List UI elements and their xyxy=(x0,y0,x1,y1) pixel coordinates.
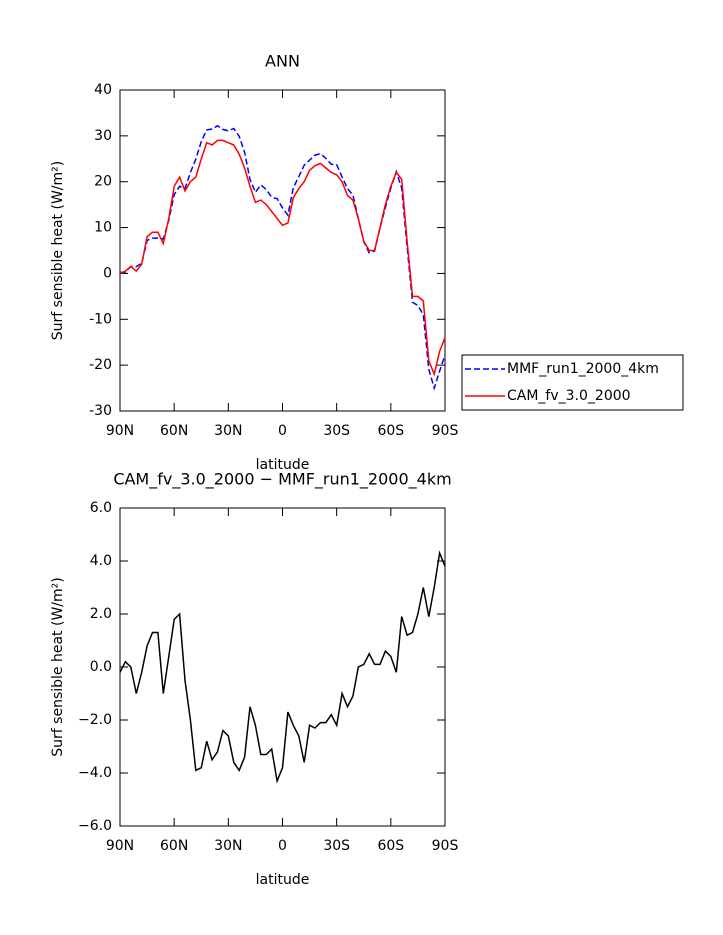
x-tick-label: 60N xyxy=(160,838,188,854)
x-tick-label: 90N xyxy=(106,838,134,854)
x-tick-label: 30N xyxy=(214,423,242,439)
series-line xyxy=(119,139,446,377)
x-tick-label: 60S xyxy=(377,423,404,439)
y-tick-label: 30 xyxy=(94,128,112,144)
series-line xyxy=(119,124,446,391)
y-tick-label: 0 xyxy=(103,265,112,281)
chart-title: CAM_fv_3.0_2000 − MMF_run1_2000_4km xyxy=(113,470,451,490)
y-tick-label: 4.0 xyxy=(90,553,112,569)
x-tick-label: 90S xyxy=(432,423,459,439)
y-tick-label: -20 xyxy=(89,357,112,373)
x-tick-label: 30S xyxy=(323,838,350,854)
y-tick-label: 20 xyxy=(94,174,112,190)
x-tick-label: 60N xyxy=(160,423,188,439)
y-tick-label: 40 xyxy=(94,82,112,98)
x-tick-label: 30S xyxy=(323,423,350,439)
y-tick-label: 6.0 xyxy=(90,500,112,516)
x-tick-label: 30N xyxy=(214,838,242,854)
series-line xyxy=(119,550,446,784)
y-tick-label: 0.0 xyxy=(90,659,112,675)
y-axis-label: Surf sensible heat (W/m²) xyxy=(50,577,66,756)
legend-frame xyxy=(461,354,684,411)
legend-label: CAM_fv_3.0_2000 xyxy=(507,388,631,404)
y-tick-label: -30 xyxy=(89,403,112,419)
plot-frame xyxy=(119,89,446,412)
x-tick-label: 0 xyxy=(278,423,287,439)
x-tick-label: 90N xyxy=(106,423,134,439)
y-tick-label: −2.0 xyxy=(78,712,112,728)
chart-title: ANN xyxy=(265,52,300,71)
x-tick-label: 0 xyxy=(278,838,287,854)
y-axis-label: Surf sensible heat (W/m²) xyxy=(50,161,66,340)
legend-label: MMF_run1_2000_4km xyxy=(507,361,659,377)
x-axis-label: latitude xyxy=(256,457,310,473)
x-tick-label: 90S xyxy=(432,838,459,854)
y-tick-label: −4.0 xyxy=(78,765,112,781)
y-tick-label: −6.0 xyxy=(78,818,112,834)
y-tick-label: 10 xyxy=(94,220,112,236)
y-tick-label: -10 xyxy=(89,311,112,327)
x-axis-label: latitude xyxy=(256,872,310,888)
x-tick-label: 60S xyxy=(377,838,404,854)
y-tick-label: 2.0 xyxy=(90,606,112,622)
